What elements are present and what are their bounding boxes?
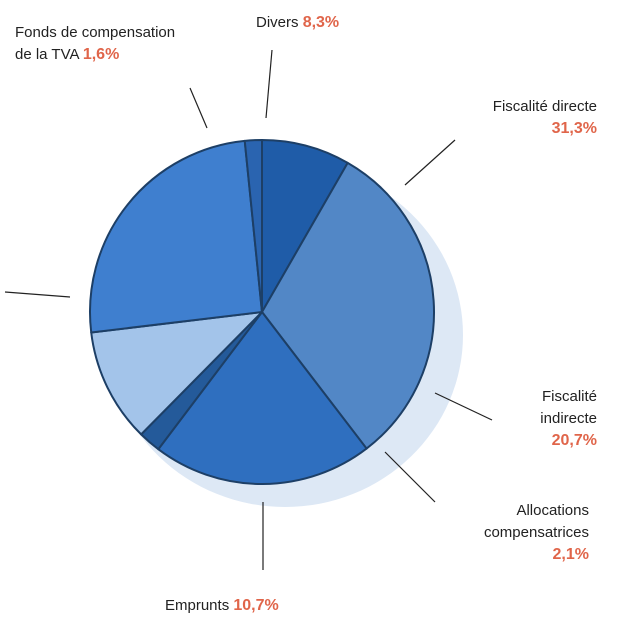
- pointer: [189, 87, 208, 129]
- value-label: 10,7%: [233, 597, 279, 614]
- category: Fiscalité directe: [492, 98, 597, 115]
- category: Divers: [256, 14, 299, 31]
- value-label: 8,3%: [302, 14, 340, 31]
- value-label: 31,3%: [551, 120, 597, 137]
- category: Allocations compensatrices: [483, 502, 589, 541]
- value-label: 2,1%: [552, 546, 589, 563]
- category: Emprunts: [165, 597, 230, 614]
- pointer: [384, 451, 436, 503]
- slice: [90, 311, 263, 436]
- label: Emprunts 10,7%: [165, 595, 279, 617]
- slice: [89, 139, 263, 334]
- label: Fiscalité indirecte 20,7%: [507, 386, 597, 452]
- label: Allocations compensatrices 2,1%: [429, 500, 589, 566]
- pointer: [4, 291, 71, 298]
- pointer: [404, 139, 456, 186]
- pointer: [265, 49, 273, 119]
- slices: [89, 139, 435, 485]
- category: Fiscalité indirecte: [540, 388, 597, 427]
- value-label: 20,7%: [551, 432, 597, 449]
- label: Fonds de compensation de la TVA 1,6%: [15, 22, 193, 66]
- category: Fonds de compensation de la TVA: [15, 24, 176, 63]
- slice: [157, 311, 368, 485]
- slice: [261, 161, 435, 450]
- label: Divers 8,3%: [256, 12, 339, 34]
- pointer: [434, 392, 493, 421]
- pointers: [4, 49, 493, 570]
- value-label: 1,6%: [82, 46, 120, 63]
- label: Fiscalité directe 31,3%: [493, 96, 597, 140]
- slice: [261, 139, 349, 313]
- slice: [243, 139, 263, 313]
